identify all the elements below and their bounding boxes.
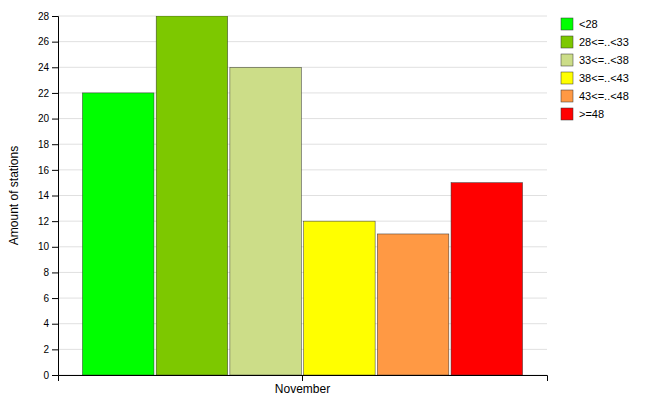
tick-mark [52, 375, 58, 376]
legend-item: <28 [561, 18, 598, 30]
legend-label: 28<=..<33 [579, 36, 629, 48]
grid-line [58, 67, 547, 68]
y-tick: 28 [38, 11, 58, 22]
legend-label: <28 [579, 18, 598, 30]
y-tick: 8 [43, 267, 58, 278]
tick-mark [52, 93, 58, 94]
tick-mark [52, 67, 58, 68]
legend-item: 28<=..<33 [561, 36, 629, 48]
y-tick: 12 [38, 216, 58, 227]
y-tick: 26 [38, 36, 58, 47]
tick-label: 12 [38, 216, 50, 227]
tick-mark [302, 375, 303, 381]
y-tick: 20 [38, 113, 58, 124]
legend-label: 33<=..<38 [579, 54, 629, 66]
tick-label: 14 [38, 190, 50, 201]
y-tick: 22 [38, 88, 58, 99]
y-tick: 14 [38, 190, 58, 201]
legend-swatch [561, 108, 573, 120]
tick-mark [52, 298, 58, 299]
legend-label: >=48 [579, 108, 604, 120]
bar [304, 221, 376, 375]
tick-label: 0 [43, 370, 49, 381]
y-tick: 16 [38, 165, 58, 176]
legend-item: 43<=..<48 [561, 90, 629, 102]
legend-swatch [561, 72, 573, 84]
bar [230, 67, 302, 375]
legend-item: 38<=..<43 [561, 72, 629, 84]
x-axis: November [59, 375, 548, 396]
x-tick: November [275, 375, 330, 396]
legend-swatch [561, 54, 573, 66]
legend-swatch [561, 36, 573, 48]
axis-domain [52, 17, 59, 376]
chart: 0246810121416182022242628NovemberAmount … [0, 0, 667, 415]
tick-label: 8 [43, 267, 49, 278]
bar [82, 93, 154, 375]
tick-mark [52, 247, 58, 248]
tick-label: November [275, 382, 330, 396]
tick-label: 16 [38, 165, 50, 176]
tick-mark [52, 324, 58, 325]
y-tick: 24 [38, 62, 58, 73]
y-axis-title: Amount of stations [7, 146, 21, 245]
legend-label: 43<=..<48 [579, 90, 629, 102]
grid-line [58, 16, 547, 17]
grid-line [58, 41, 547, 42]
tick-label: 6 [43, 293, 49, 304]
plot: 0246810121416182022242628NovemberAmount … [7, 11, 548, 396]
tick-label: 24 [38, 62, 50, 73]
tick-label: 28 [38, 11, 50, 22]
tick-label: 20 [38, 113, 50, 124]
tick-mark [52, 221, 58, 222]
legend-label: 38<=..<43 [579, 72, 629, 84]
y-tick: 10 [38, 241, 58, 252]
axis-domain [59, 376, 548, 382]
y-tick: 4 [43, 318, 58, 329]
tick-label: 18 [38, 139, 50, 150]
tick-mark [52, 272, 58, 273]
tick-mark [52, 42, 58, 43]
tick-mark [52, 119, 58, 120]
tick-label: 10 [38, 241, 50, 252]
tick-label: 4 [43, 318, 49, 329]
tick-mark [52, 349, 58, 350]
bar [377, 234, 449, 375]
grid [58, 16, 547, 375]
tick-label: 2 [43, 344, 49, 355]
y-tick: 2 [43, 344, 58, 355]
tick-label: 26 [38, 36, 50, 47]
legend-item: >=48 [561, 108, 604, 120]
bars [82, 16, 522, 375]
tick-mark [52, 196, 58, 197]
y-tick: 0 [43, 370, 58, 381]
tick-mark [52, 170, 58, 171]
y-axis: 0246810121416182022242628 [38, 11, 59, 381]
bar [451, 183, 523, 375]
y-tick: 18 [38, 139, 58, 150]
legend-swatch [561, 18, 573, 30]
bar [156, 16, 228, 375]
legend: <28 28<=..<33 33<=..<38 38<=..<43 43<=..<48 >… [561, 18, 629, 120]
tick-mark [52, 144, 58, 145]
legend-swatch [561, 90, 573, 102]
legend-item: 33<=..<38 [561, 54, 629, 66]
tick-mark [52, 16, 58, 17]
y-tick: 6 [43, 293, 58, 304]
tick-label: 22 [38, 88, 50, 99]
